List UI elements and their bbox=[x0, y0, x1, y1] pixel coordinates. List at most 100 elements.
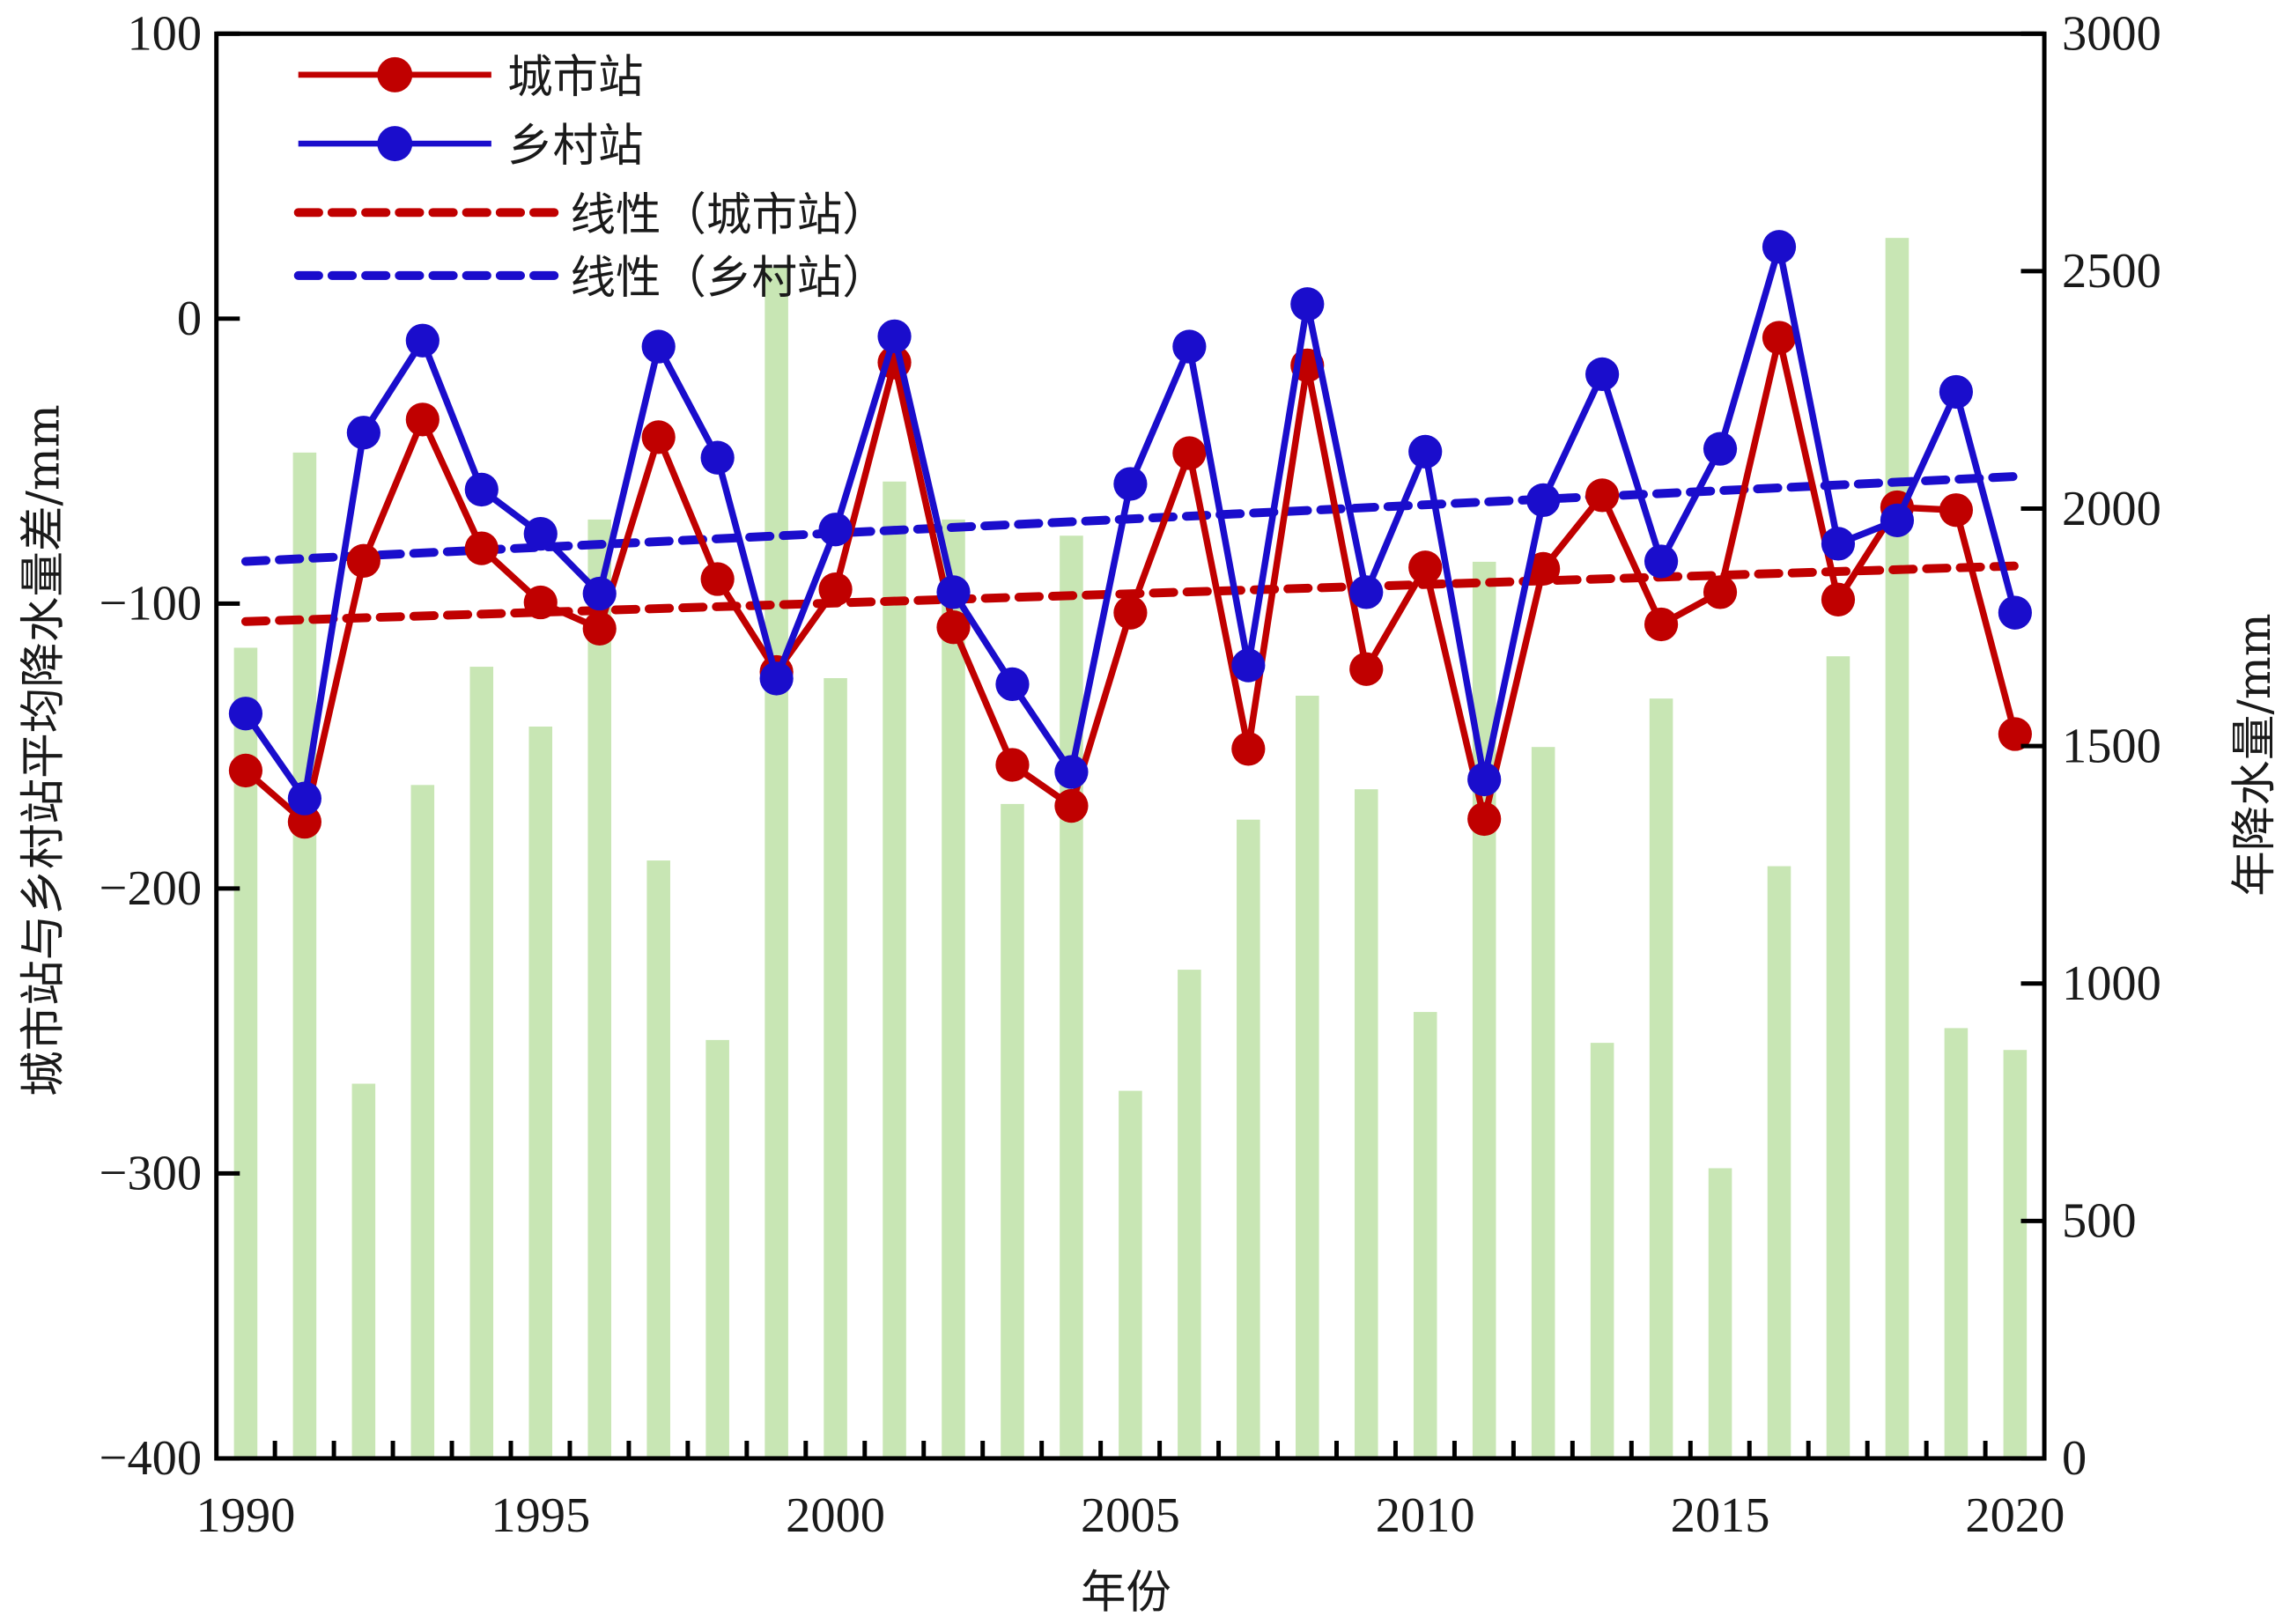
legend-urban-trend-label: 线性（城市站） bbox=[571, 188, 888, 241]
bar-2013 bbox=[1590, 1043, 1614, 1458]
point-urban-1994 bbox=[464, 531, 499, 565]
point-rural-1994 bbox=[464, 472, 499, 507]
x-tick-label-2005: 2005 bbox=[1081, 1488, 1180, 1543]
point-urban-1997 bbox=[641, 420, 676, 454]
point-urban-2012 bbox=[1526, 551, 1561, 587]
point-rural-1999 bbox=[759, 661, 794, 696]
point-rural-2002 bbox=[936, 575, 971, 609]
y-left-tick-label: −200 bbox=[100, 861, 202, 916]
y-right-tick-label: 0 bbox=[2062, 1431, 2087, 1486]
y-left-tick-label: −400 bbox=[100, 1431, 202, 1486]
point-rural-2007 bbox=[1231, 648, 1266, 683]
legend-rural-trend-label: 线性（乡村站） bbox=[571, 252, 888, 305]
point-rural-1996 bbox=[582, 576, 617, 611]
bar-2004 bbox=[1060, 535, 1083, 1458]
y-right-tick-label: 2000 bbox=[2062, 482, 2161, 536]
bar-2012 bbox=[1531, 747, 1555, 1458]
bar-2001 bbox=[883, 481, 906, 1458]
point-rural-2020 bbox=[1998, 595, 2032, 630]
bar-2019 bbox=[1944, 1028, 1969, 1458]
point-urban-2016 bbox=[1762, 321, 1797, 355]
ticks-layer: 1990 1995 2000 2005 2010 2015 2020 100 0 −100 −200… bbox=[100, 7, 2161, 1544]
point-rural-1998 bbox=[700, 440, 735, 475]
point-urban-2017 bbox=[1821, 582, 1856, 616]
point-urban-2006 bbox=[1172, 436, 1207, 470]
point-urban-1996 bbox=[582, 611, 617, 646]
point-urban-2003 bbox=[995, 748, 1030, 782]
legend-urban-label: 城市站 bbox=[507, 51, 643, 104]
bar-2014 bbox=[1649, 698, 1673, 1458]
y-left-tick-label: 100 bbox=[127, 7, 202, 62]
legend-rural-marker bbox=[377, 126, 413, 162]
bar-2000 bbox=[824, 677, 847, 1458]
x-tick-label-2015: 2015 bbox=[1671, 1488, 1770, 1543]
point-rural-2015 bbox=[1703, 432, 1738, 466]
point-rural-2011 bbox=[1467, 762, 1502, 797]
bar-2017 bbox=[1826, 656, 1850, 1458]
y-right-tick-label: 500 bbox=[2062, 1194, 2137, 1249]
point-rural-2010 bbox=[1408, 434, 1443, 469]
legend-rural-label: 乡村站 bbox=[507, 120, 643, 173]
point-urban-2002 bbox=[936, 610, 971, 645]
bar-1994 bbox=[469, 667, 494, 1458]
point-rural-2018 bbox=[1880, 503, 1915, 538]
y-left-tick-label: −300 bbox=[100, 1147, 202, 1201]
point-urban-2010 bbox=[1408, 550, 1443, 585]
point-rural-1997 bbox=[641, 329, 676, 364]
y-right-tick-label: 3000 bbox=[2062, 7, 2161, 62]
point-rural-2009 bbox=[1349, 575, 1384, 609]
bar-2010 bbox=[1413, 1012, 1437, 1458]
series-line-urban bbox=[243, 334, 2019, 825]
y-left-tick-label: −100 bbox=[100, 577, 202, 631]
point-rural-2008 bbox=[1290, 287, 1325, 321]
bar-1995 bbox=[528, 727, 553, 1458]
bar-1997 bbox=[646, 860, 670, 1458]
point-rural-2012 bbox=[1526, 483, 1561, 518]
bar-2015 bbox=[1708, 1168, 1732, 1458]
point-urban-1995 bbox=[523, 585, 558, 620]
x-tick-label-2010: 2010 bbox=[1376, 1488, 1475, 1543]
legend-urban-marker bbox=[377, 56, 413, 92]
x-tick-label-2000: 2000 bbox=[786, 1488, 885, 1543]
bar-2016 bbox=[1767, 866, 1791, 1458]
bar-2005 bbox=[1119, 1090, 1142, 1458]
point-rural-2006 bbox=[1172, 329, 1207, 364]
point-rural-1995 bbox=[523, 516, 558, 551]
bar-2009 bbox=[1354, 789, 1378, 1458]
point-urban-2013 bbox=[1585, 478, 1620, 513]
point-rural-1991 bbox=[287, 781, 321, 816]
x-tick-label-1995: 1995 bbox=[491, 1488, 590, 1543]
point-rural-1990 bbox=[228, 697, 263, 731]
point-urban-2007 bbox=[1231, 732, 1266, 766]
trendline-urban bbox=[240, 561, 2020, 626]
point-urban-2019 bbox=[1939, 493, 1973, 528]
point-rural-2016 bbox=[1762, 230, 1797, 264]
point-rural-2004 bbox=[1054, 755, 1089, 789]
series-layer bbox=[228, 230, 2032, 839]
bar-1991 bbox=[292, 452, 317, 1458]
bar-1992 bbox=[351, 1083, 376, 1458]
bar-2007 bbox=[1237, 819, 1260, 1458]
point-urban-2000 bbox=[818, 572, 853, 607]
bar-2011 bbox=[1472, 561, 1496, 1458]
point-urban-1990 bbox=[228, 753, 263, 788]
bar-2006 bbox=[1178, 970, 1201, 1458]
point-rural-2003 bbox=[995, 667, 1030, 702]
x-tick-label-1990: 1990 bbox=[196, 1488, 295, 1543]
x-tick-label-2020: 2020 bbox=[1965, 1488, 2065, 1543]
point-rural-2000 bbox=[818, 513, 853, 547]
y-right-tick-label: 1500 bbox=[2062, 719, 2161, 773]
bar-1998 bbox=[705, 1039, 729, 1458]
bar-1996 bbox=[587, 519, 611, 1458]
bar-1999 bbox=[765, 267, 788, 1458]
y-right-tick-label: 2500 bbox=[2062, 244, 2161, 299]
trendline-rural bbox=[240, 472, 2020, 566]
point-urban-2005 bbox=[1113, 595, 1148, 630]
point-urban-2009 bbox=[1349, 652, 1384, 686]
point-rural-2001 bbox=[877, 319, 912, 354]
point-urban-1993 bbox=[405, 402, 440, 437]
bar-2008 bbox=[1296, 695, 1319, 1458]
bar-2020 bbox=[2003, 1050, 2028, 1458]
y-axis-right-title: 年降水量/mm bbox=[2228, 613, 2281, 897]
